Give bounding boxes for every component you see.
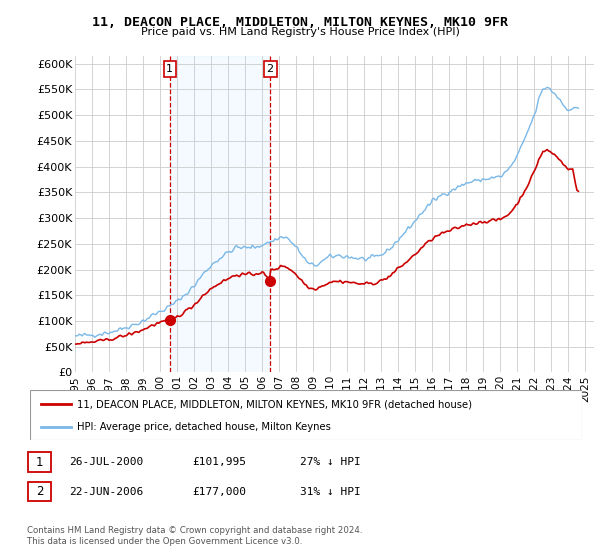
Text: £101,995: £101,995 <box>192 457 246 467</box>
Text: 26-JUL-2000: 26-JUL-2000 <box>69 457 143 467</box>
Text: 11, DEACON PLACE, MIDDLETON, MILTON KEYNES, MK10 9FR: 11, DEACON PLACE, MIDDLETON, MILTON KEYN… <box>92 16 508 29</box>
Text: £177,000: £177,000 <box>192 487 246 497</box>
Text: HPI: Average price, detached house, Milton Keynes: HPI: Average price, detached house, Milt… <box>77 422 331 432</box>
Text: Price paid vs. HM Land Registry's House Price Index (HPI): Price paid vs. HM Land Registry's House … <box>140 27 460 37</box>
Text: 27% ↓ HPI: 27% ↓ HPI <box>300 457 361 467</box>
Text: 2: 2 <box>266 64 274 74</box>
Text: 22-JUN-2006: 22-JUN-2006 <box>69 487 143 497</box>
Text: 11, DEACON PLACE, MIDDLETON, MILTON KEYNES, MK10 9FR (detached house): 11, DEACON PLACE, MIDDLETON, MILTON KEYN… <box>77 399 472 409</box>
Text: 1: 1 <box>166 64 173 74</box>
Text: 1: 1 <box>36 455 43 469</box>
Text: Contains HM Land Registry data © Crown copyright and database right 2024.
This d: Contains HM Land Registry data © Crown c… <box>27 526 362 546</box>
Text: 2: 2 <box>36 485 43 498</box>
Bar <box>170 56 270 372</box>
Text: 31% ↓ HPI: 31% ↓ HPI <box>300 487 361 497</box>
